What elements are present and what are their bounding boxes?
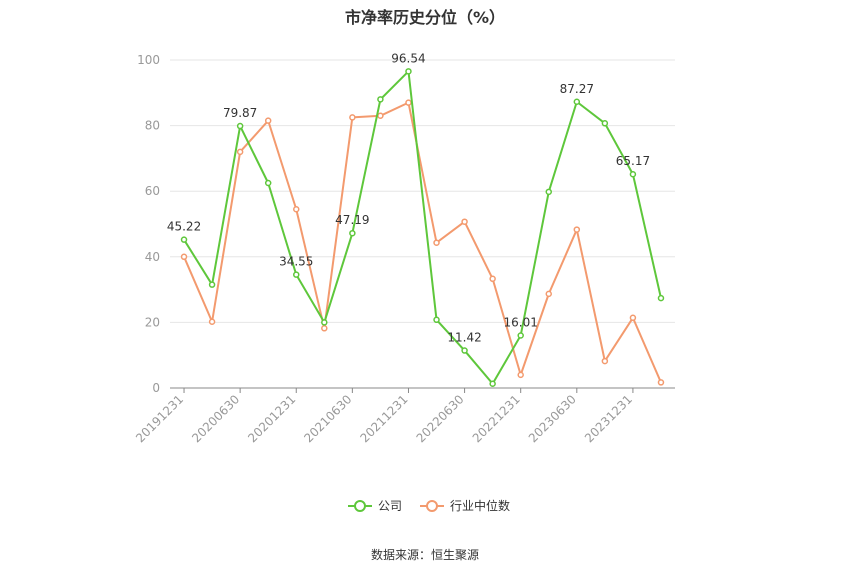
y-axis-ticks: 0 20 40 60 80 100 <box>137 53 160 395</box>
data-label: 87.27 <box>560 82 594 96</box>
y-tick-label: 0 <box>152 381 160 395</box>
series-group <box>180 68 665 387</box>
data-label: 45.22 <box>167 220 201 234</box>
data-point <box>601 357 609 365</box>
data-point <box>489 380 496 387</box>
data-point <box>208 318 216 325</box>
data-point <box>433 316 440 324</box>
data-label: 79.87 <box>223 106 257 120</box>
data-point <box>293 271 300 278</box>
source-note: 数据来源：恒生聚源 <box>370 548 479 562</box>
x-tick-label: 20221231 <box>470 392 523 445</box>
data-point <box>573 98 581 106</box>
data-point <box>321 319 328 326</box>
x-tick-label: 20210630 <box>301 392 354 445</box>
x-tick-label: 20200630 <box>189 392 242 445</box>
data-point <box>545 188 552 196</box>
data-label: 47.19 <box>335 213 369 227</box>
x-tick-label: 20230630 <box>526 392 579 445</box>
x-axis: 20191231 20200630 20201231 20210630 20211231… <box>133 387 675 445</box>
legend-marker <box>426 500 438 512</box>
x-tick-label: 20191231 <box>133 392 186 445</box>
data-point <box>264 179 272 187</box>
data-point <box>349 114 356 121</box>
data-label: 16.01 <box>504 315 538 329</box>
y-tick-label: 40 <box>145 250 160 264</box>
data-label: 11.42 <box>447 331 481 345</box>
data-label: 34.55 <box>279 255 313 269</box>
data-labels: 45.22 79.87 34.55 47.19 96.54 11.42 16.01 87.27… <box>167 51 650 344</box>
y-tick-label: 60 <box>145 184 160 198</box>
data-point <box>489 275 496 283</box>
data-point <box>517 371 524 379</box>
data-point <box>461 218 468 225</box>
data-point <box>236 148 244 156</box>
y-tick-label: 100 <box>137 53 160 67</box>
data-point <box>657 379 665 386</box>
data-point <box>208 281 216 288</box>
data-point <box>461 347 468 354</box>
data-point <box>657 294 665 302</box>
data-label: 65.17 <box>616 154 650 168</box>
legend: 公司 行业中位数 <box>348 498 510 513</box>
chart-title: 市净率历史分位（%） <box>344 8 506 27</box>
data-point <box>405 68 412 75</box>
data-point <box>601 120 609 127</box>
data-point <box>349 229 356 237</box>
data-label: 96.54 <box>391 51 425 65</box>
legend-label: 公司 <box>378 499 402 513</box>
x-tick-label: 20231231 <box>582 392 635 445</box>
data-point <box>293 205 300 213</box>
series-line <box>183 101 662 383</box>
data-point <box>545 290 552 298</box>
data-point <box>180 253 188 261</box>
data-point <box>405 99 412 106</box>
x-tick-label: 20211231 <box>358 392 411 445</box>
y-tick-label: 80 <box>145 119 160 133</box>
y-tick-label: 20 <box>145 315 160 329</box>
data-point <box>629 170 637 178</box>
data-point <box>264 117 272 124</box>
data-point <box>321 325 328 332</box>
data-point <box>517 332 524 339</box>
data-point <box>433 239 440 246</box>
x-tick-label: 20201231 <box>245 392 298 445</box>
legend-marker <box>354 500 366 512</box>
data-point <box>377 96 384 103</box>
data-point <box>180 236 188 243</box>
data-point <box>573 226 581 233</box>
x-tick-label: 20220630 <box>414 392 467 445</box>
series-line <box>183 70 662 385</box>
data-point <box>377 112 384 120</box>
legend-label: 行业中位数 <box>450 498 510 513</box>
data-point <box>236 122 244 130</box>
data-point <box>629 314 637 322</box>
